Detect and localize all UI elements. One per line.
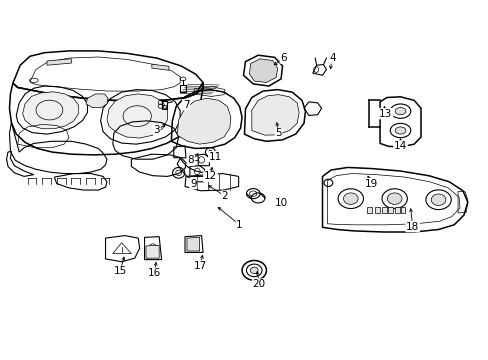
Text: 10: 10 xyxy=(274,198,287,208)
Polygon shape xyxy=(162,105,166,108)
Text: 3: 3 xyxy=(153,125,160,135)
Text: 19: 19 xyxy=(364,179,377,189)
Text: 11: 11 xyxy=(208,152,222,162)
Polygon shape xyxy=(249,59,277,82)
Text: 13: 13 xyxy=(379,109,392,119)
Polygon shape xyxy=(186,237,199,251)
Text: 9: 9 xyxy=(190,179,196,189)
Polygon shape xyxy=(177,98,230,144)
Text: 17: 17 xyxy=(194,261,207,271)
Ellipse shape xyxy=(394,108,405,115)
Polygon shape xyxy=(152,64,168,70)
Polygon shape xyxy=(22,92,79,129)
Bar xyxy=(381,207,386,213)
Ellipse shape xyxy=(250,267,258,274)
Text: 20: 20 xyxy=(252,279,265,289)
Polygon shape xyxy=(47,59,71,65)
Polygon shape xyxy=(107,94,167,138)
Text: 6: 6 xyxy=(280,53,286,63)
Bar xyxy=(387,207,392,213)
Bar xyxy=(394,207,399,213)
Text: 4: 4 xyxy=(328,53,335,63)
Text: 2: 2 xyxy=(221,191,228,201)
Text: 15: 15 xyxy=(113,266,126,276)
Ellipse shape xyxy=(208,150,212,154)
Text: 18: 18 xyxy=(405,222,419,231)
Text: 1: 1 xyxy=(236,220,243,230)
Ellipse shape xyxy=(394,127,405,134)
Polygon shape xyxy=(146,245,159,258)
Polygon shape xyxy=(86,94,108,108)
Polygon shape xyxy=(251,95,299,135)
Text: 12: 12 xyxy=(203,171,217,181)
Text: 14: 14 xyxy=(393,141,407,151)
Text: 8: 8 xyxy=(187,155,194,165)
Ellipse shape xyxy=(343,193,357,204)
Bar xyxy=(366,207,371,213)
Bar xyxy=(374,207,379,213)
Ellipse shape xyxy=(386,193,401,204)
Bar xyxy=(400,207,405,213)
Text: 7: 7 xyxy=(183,100,189,110)
Ellipse shape xyxy=(430,194,445,206)
Text: 16: 16 xyxy=(147,268,161,278)
Text: 5: 5 xyxy=(275,129,282,138)
